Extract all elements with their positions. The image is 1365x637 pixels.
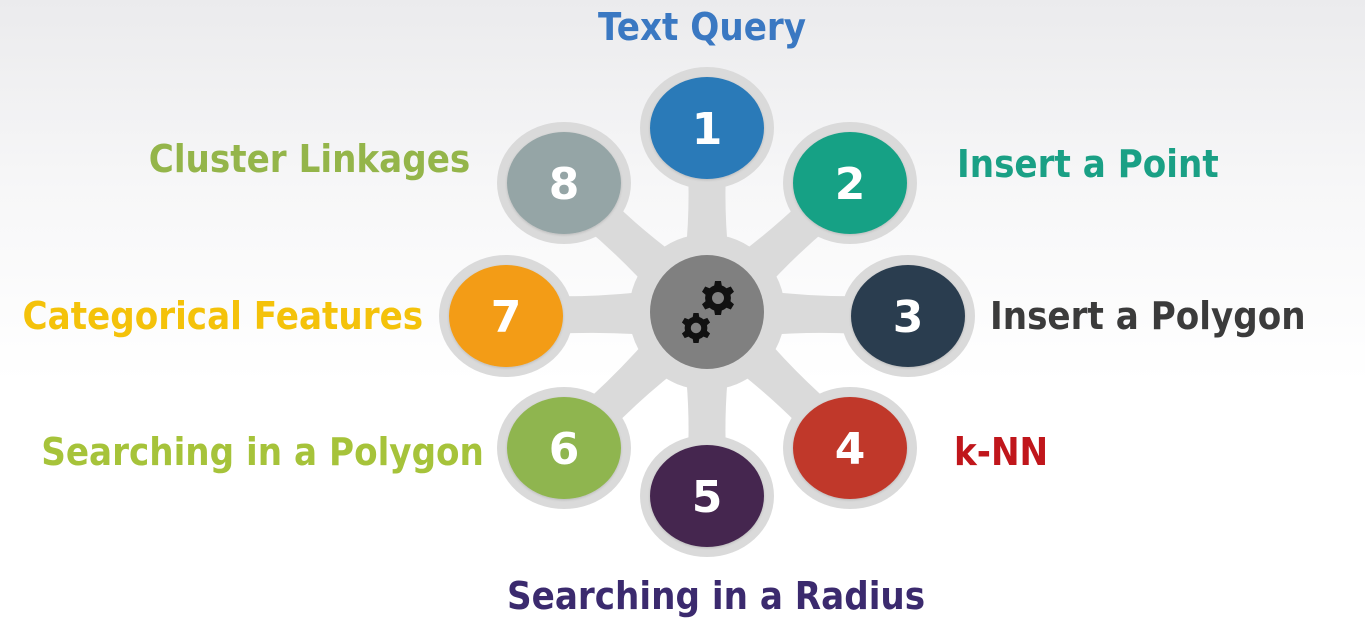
node-number: 5 [692, 472, 723, 523]
node-2: 2 [783, 122, 917, 244]
label-k-nn: k-NN [954, 430, 1049, 474]
node-5: 5 [640, 435, 774, 557]
node-circle [507, 397, 621, 499]
node-number: 1 [692, 104, 723, 155]
node-number: 6 [549, 424, 580, 475]
node-number: 2 [835, 159, 866, 210]
node-6: 6 [497, 387, 631, 509]
node-3: 3 [841, 255, 975, 377]
label-text-query: Text Query [598, 5, 807, 49]
node-4: 4 [783, 387, 917, 509]
node-number: 7 [491, 292, 522, 343]
node-circle [449, 265, 563, 367]
center-circle [650, 255, 764, 369]
node-circle [650, 445, 764, 547]
node-circle [650, 77, 764, 179]
node-8: 8 [497, 122, 631, 244]
node-number: 4 [835, 424, 866, 475]
node-circle [851, 265, 965, 367]
gears-icon [681, 281, 734, 343]
node-7: 7 [439, 255, 573, 377]
node-circle [793, 397, 907, 499]
node-circle [793, 132, 907, 234]
label-searching-in-a-polygon: Searching in a Polygon [41, 430, 484, 474]
label-insert-a-polygon: Insert a Polygon [990, 294, 1306, 338]
label-insert-a-point: Insert a Point [957, 142, 1219, 186]
label-searching-in-a-radius: Searching in a Radius [507, 574, 926, 618]
node-number: 8 [549, 159, 580, 210]
center-node [650, 255, 764, 369]
node-circle [507, 132, 621, 234]
node-number: 3 [893, 292, 924, 343]
label-cluster-linkages: Cluster Linkages [148, 137, 470, 181]
node-1: 1 [640, 67, 774, 189]
label-categorical-features: Categorical Features [22, 294, 423, 338]
